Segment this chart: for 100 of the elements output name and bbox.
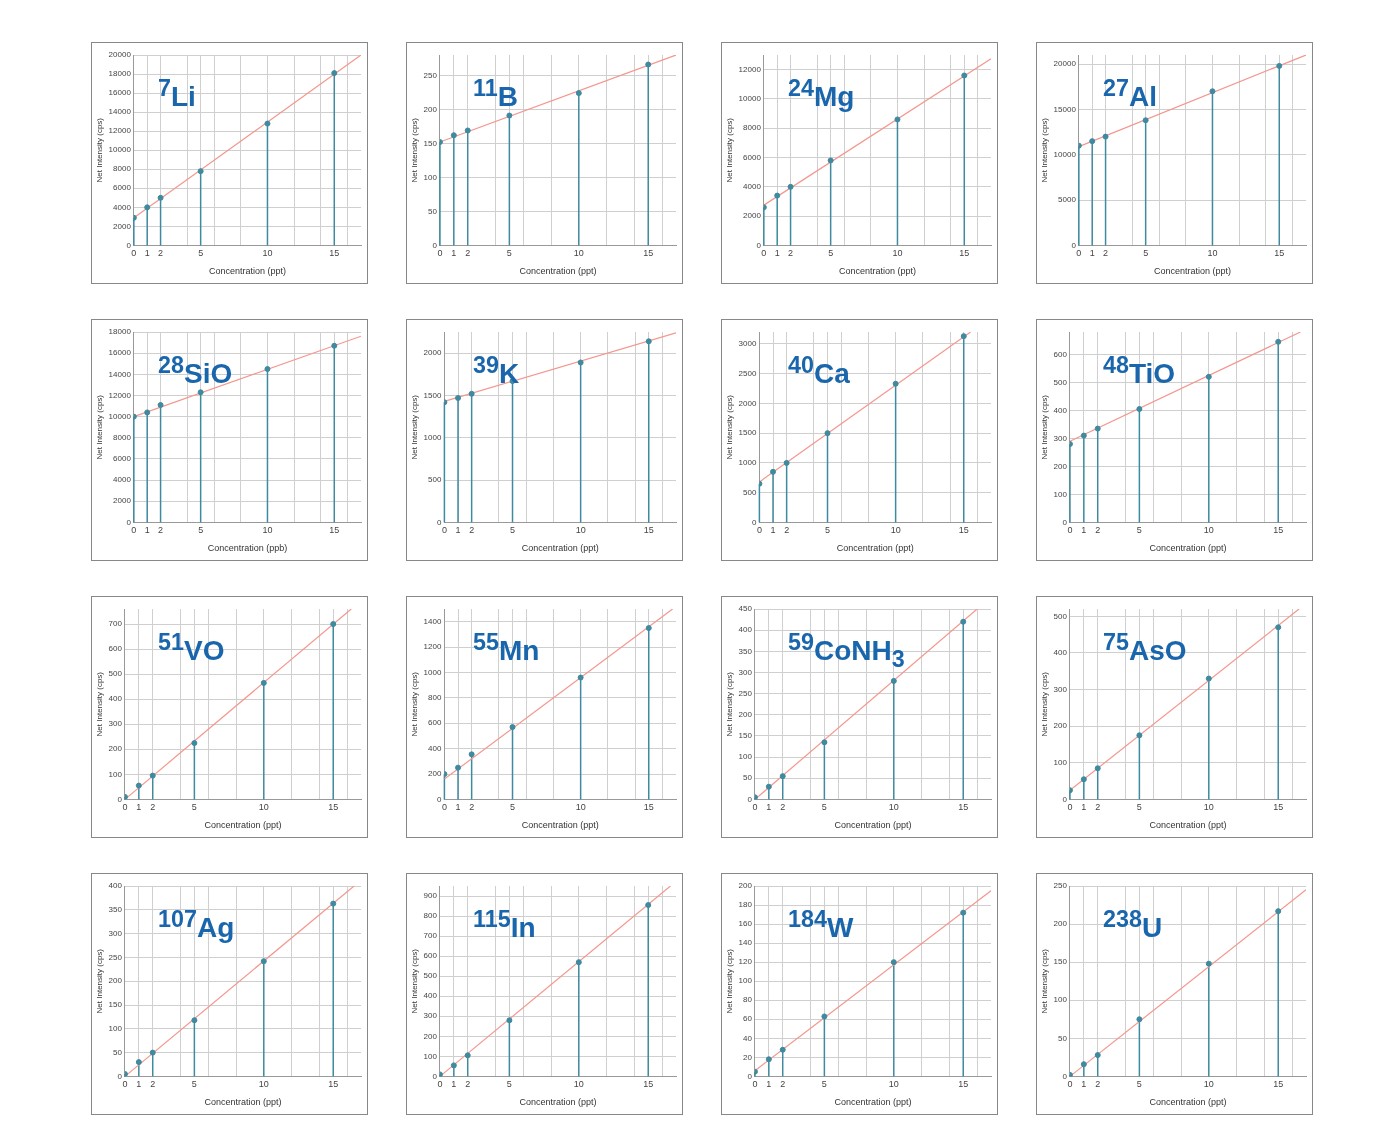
y-tick-label: 500 xyxy=(423,971,438,981)
y-axis-title: Net Intensity (cps) xyxy=(1040,117,1049,183)
y-tick-label: 350 xyxy=(738,646,753,656)
x-tick-label: 1 xyxy=(1081,802,1087,813)
x-tick-label: 15 xyxy=(959,248,970,259)
y-tick-label: 300 xyxy=(1053,433,1068,443)
x-tick-label: 1 xyxy=(1089,248,1095,259)
y-tick-label: 40 xyxy=(743,1033,753,1043)
x-axis-title: Concentration (ppt) xyxy=(834,820,912,831)
y-tick-label: 300 xyxy=(738,667,753,677)
y-tick-label: 18000 xyxy=(108,69,132,79)
x-tick-label: 10 xyxy=(1203,802,1214,813)
y-tick-label: 15000 xyxy=(1053,104,1077,114)
y-tick-label: 500 xyxy=(1053,377,1068,387)
text: $^{48}$TiO xyxy=(1103,351,1176,390)
y-tick-label: 600 xyxy=(423,951,438,961)
y-tick-label: 12000 xyxy=(738,64,762,74)
y-tick-label: 0 xyxy=(1062,517,1068,527)
y-tick-label: 200 xyxy=(108,976,123,986)
x-tick-label: 5 xyxy=(825,525,831,536)
x-tick-label: 10 xyxy=(573,248,584,259)
y-tick-label: 200 xyxy=(1053,461,1068,471)
y-tick-label: 0 xyxy=(751,517,757,527)
x-tick-label: 2 xyxy=(465,248,471,259)
text: $^{184}$W xyxy=(788,905,854,944)
y-tick-label: 350 xyxy=(108,905,123,914)
y-tick-label: 150 xyxy=(423,138,438,148)
x-axis-title: Concentration (ppt) xyxy=(1149,543,1227,554)
y-axis-title: Net Intensity (cps) xyxy=(725,394,734,460)
x-tick-label: 5 xyxy=(510,802,516,813)
y-tick-label: 5000 xyxy=(1058,195,1077,205)
x-tick-label: 15 xyxy=(328,802,339,813)
x-tick-label: 1 xyxy=(451,248,457,259)
x-tick-label: 10 xyxy=(1203,525,1214,536)
y-tick-label: 400 xyxy=(108,881,123,891)
y-tick-label: 100 xyxy=(108,769,123,779)
y-tick-label: 10000 xyxy=(738,94,762,104)
y-tick-label: 150 xyxy=(1053,957,1068,967)
x-tick-label: 2 xyxy=(780,802,786,813)
y-tick-label: 6000 xyxy=(743,152,762,162)
text: $^{39}$K xyxy=(473,351,520,390)
x-axis-title: Concentration (ppt) xyxy=(519,266,597,277)
y-tick-label: 12000 xyxy=(108,390,132,400)
y-tick-label: 200 xyxy=(423,104,438,114)
x-tick-label: 5 xyxy=(1136,1079,1142,1090)
y-tick-label: 100 xyxy=(423,172,438,182)
y-tick-label: 250 xyxy=(423,70,438,80)
y-axis-title: Net Intensity (cps) xyxy=(1040,948,1049,1014)
x-tick-label: 10 xyxy=(1203,1079,1214,1090)
y-tick-label: 700 xyxy=(108,619,123,629)
y-axis-title: Net Intensity (cps) xyxy=(410,948,419,1014)
x-axis-title: Concentration (ppt) xyxy=(204,820,282,831)
y-tick-label: 200 xyxy=(738,709,753,719)
y-tick-label: 700 xyxy=(423,931,438,941)
y-tick-label: 400 xyxy=(423,991,438,1001)
x-tick-label: 10 xyxy=(573,1079,584,1090)
y-tick-label: 6000 xyxy=(113,454,132,464)
y-tick-label: 500 xyxy=(743,487,757,497)
y-tick-label: 200 xyxy=(428,769,442,779)
y-tick-label: 200 xyxy=(108,744,123,754)
x-tick-label: 1 xyxy=(1081,525,1087,536)
y-tick-label: 4000 xyxy=(743,182,762,192)
text: $^{11}$B xyxy=(473,74,518,113)
x-tick-label: 10 xyxy=(575,525,586,536)
x-tick-label: 2 xyxy=(1103,248,1109,259)
y-tick-label: 500 xyxy=(108,669,123,679)
x-tick-label: 10 xyxy=(262,525,273,536)
x-axis-title: Concentration (ppt) xyxy=(521,820,599,831)
x-tick-label: 5 xyxy=(506,1079,512,1090)
x-tick-label: 10 xyxy=(258,802,269,813)
y-axis-title: Net Intensity (cps) xyxy=(410,117,419,183)
text: $^{7}$Li xyxy=(158,74,196,113)
x-axis-title: Concentration (ppt) xyxy=(1149,820,1227,831)
y-tick-label: 100 xyxy=(738,976,753,986)
y-tick-label: 100 xyxy=(738,752,753,762)
y-tick-label: 400 xyxy=(428,743,442,753)
x-tick-label: 10 xyxy=(892,248,903,259)
y-tick-label: 16000 xyxy=(108,88,132,98)
x-tick-label: 15 xyxy=(1273,802,1284,813)
x-tick-label: 1 xyxy=(774,248,780,259)
x-tick-label: 5 xyxy=(821,1079,827,1090)
text: $^{107}$Ag xyxy=(158,905,235,944)
text: $^{55}$Mn xyxy=(473,628,540,667)
y-tick-label: 14000 xyxy=(108,369,132,379)
y-tick-label: 100 xyxy=(423,1051,438,1061)
x-tick-label: 1 xyxy=(766,1079,772,1090)
x-axis-title: Concentration (ppt) xyxy=(836,543,914,554)
y-tick-label: 0 xyxy=(117,794,123,804)
y-tick-label: 4000 xyxy=(113,202,132,212)
x-axis-title: Concentration (ppb) xyxy=(207,543,288,554)
y-tick-label: 180 xyxy=(738,900,753,910)
y-tick-label: 2000 xyxy=(113,496,132,506)
y-axis-title: Net Intensity (cps) xyxy=(725,117,734,183)
y-tick-label: 1000 xyxy=(738,458,757,468)
x-tick-label: 15 xyxy=(1274,248,1285,259)
y-tick-label: 8000 xyxy=(113,164,132,174)
y-tick-label: 400 xyxy=(1053,405,1068,415)
x-axis-title: Concentration (ppt) xyxy=(519,1097,597,1108)
y-tick-label: 2000 xyxy=(738,398,757,408)
y-tick-label: 0 xyxy=(747,1071,753,1081)
